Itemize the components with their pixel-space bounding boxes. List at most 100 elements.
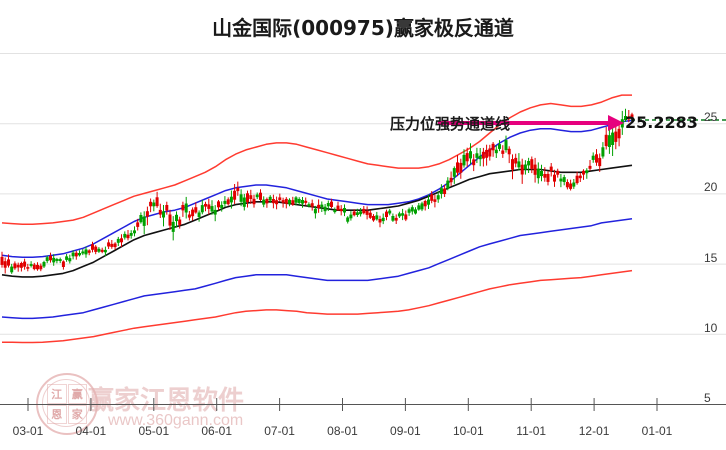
x-axis-tick-label: 12-01 bbox=[578, 424, 610, 438]
candle-body bbox=[443, 188, 447, 194]
candle-body bbox=[365, 210, 369, 215]
candle-body bbox=[375, 215, 379, 220]
candle-body bbox=[71, 252, 75, 257]
candle-body bbox=[0, 256, 4, 265]
candle-body bbox=[39, 265, 43, 270]
channel-band-line bbox=[1, 164, 633, 278]
candle-body bbox=[133, 230, 136, 234]
current-price-label: 25.2283 bbox=[625, 113, 698, 132]
candle-body bbox=[601, 147, 605, 157]
candle-body bbox=[52, 257, 56, 263]
candle-body bbox=[184, 203, 188, 213]
candle-body bbox=[336, 205, 340, 211]
candle-body bbox=[449, 177, 453, 183]
candle-body bbox=[459, 162, 463, 173]
candle-body bbox=[346, 217, 350, 222]
candle-body bbox=[523, 164, 527, 170]
candle-body bbox=[97, 248, 101, 252]
candle-body bbox=[29, 264, 33, 266]
x-axis-tick-label: 07-01 bbox=[264, 424, 295, 438]
candle-body bbox=[223, 200, 227, 204]
candle-body bbox=[278, 197, 282, 200]
candle-body bbox=[61, 261, 65, 267]
candle-body bbox=[339, 208, 343, 212]
candle-body bbox=[100, 249, 104, 252]
candle-body bbox=[543, 174, 547, 178]
candle-body bbox=[3, 261, 7, 268]
candle-body bbox=[549, 166, 553, 172]
candle-body bbox=[611, 132, 615, 145]
candle-body bbox=[310, 203, 314, 207]
candle-body bbox=[94, 246, 98, 252]
candle-body bbox=[301, 200, 304, 204]
candle-body bbox=[91, 244, 94, 250]
candle-body bbox=[565, 182, 569, 188]
candle-body bbox=[562, 177, 566, 182]
candle-body bbox=[527, 161, 531, 166]
candle-body bbox=[391, 216, 395, 221]
candle-body bbox=[446, 180, 450, 189]
candle-body bbox=[394, 217, 398, 221]
candle-body bbox=[585, 170, 589, 174]
candle-body bbox=[155, 197, 159, 207]
candle-body bbox=[265, 199, 269, 204]
candle-body bbox=[410, 207, 414, 212]
candle-body bbox=[194, 207, 198, 213]
candle-body bbox=[103, 249, 107, 253]
candle-body bbox=[607, 135, 611, 147]
y-axis-tick-label: 25 bbox=[704, 110, 718, 125]
candle-body bbox=[368, 212, 372, 218]
candle-body bbox=[197, 212, 201, 217]
gridlines bbox=[0, 53, 726, 405]
candle-body bbox=[452, 168, 456, 177]
candle-body bbox=[533, 164, 537, 175]
candle-body bbox=[116, 238, 120, 243]
candle-body bbox=[246, 193, 249, 203]
candle-body bbox=[255, 194, 259, 198]
candle-body bbox=[630, 114, 634, 119]
x-axis-tick-label: 09-01 bbox=[390, 424, 421, 438]
candle-body bbox=[191, 209, 195, 217]
candle-body bbox=[417, 205, 421, 210]
candle-body bbox=[372, 216, 375, 221]
candle-body bbox=[494, 149, 498, 154]
candle-body bbox=[320, 204, 324, 208]
candle-body bbox=[546, 173, 550, 182]
candle-body bbox=[378, 219, 382, 223]
candle-body bbox=[275, 200, 279, 205]
candle-body bbox=[36, 264, 39, 270]
channel-band-line bbox=[1, 94, 632, 226]
candle-body bbox=[401, 213, 405, 216]
candle-body bbox=[291, 200, 295, 205]
candle-body bbox=[388, 210, 392, 214]
candle-body bbox=[330, 201, 333, 207]
y-axis-tick-label: 20 bbox=[704, 180, 718, 195]
candle-body bbox=[200, 205, 204, 213]
candle-body bbox=[430, 194, 434, 201]
candlestick-series bbox=[0, 108, 634, 274]
candle-body bbox=[229, 196, 233, 203]
x-axis-tick-label: 06-01 bbox=[201, 424, 233, 438]
candle-body bbox=[423, 201, 427, 207]
candle-body bbox=[32, 264, 36, 270]
x-axis-tick-label: 04-01 bbox=[75, 424, 107, 438]
candle-body bbox=[145, 211, 149, 217]
candle-body bbox=[313, 208, 317, 214]
candle-body bbox=[297, 199, 301, 203]
candle-body bbox=[162, 211, 165, 218]
candle-body bbox=[343, 208, 346, 213]
candle-body bbox=[511, 159, 514, 170]
candle-body bbox=[204, 203, 207, 207]
candle-body bbox=[107, 242, 111, 247]
candle-body bbox=[355, 212, 359, 215]
candle-body bbox=[540, 171, 543, 177]
candle-body bbox=[465, 153, 469, 162]
candle-body bbox=[55, 259, 59, 261]
candle-body bbox=[226, 199, 230, 205]
candle-body bbox=[136, 222, 140, 227]
candle-body bbox=[175, 214, 178, 222]
candle-body bbox=[207, 204, 211, 209]
candle-body bbox=[126, 234, 130, 239]
candle-body bbox=[252, 198, 256, 205]
